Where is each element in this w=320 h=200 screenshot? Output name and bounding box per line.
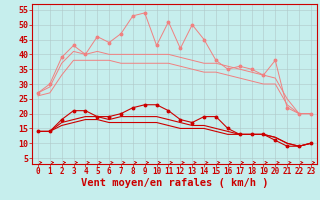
X-axis label: Vent moyen/en rafales ( km/h ): Vent moyen/en rafales ( km/h ) [81, 178, 268, 188]
